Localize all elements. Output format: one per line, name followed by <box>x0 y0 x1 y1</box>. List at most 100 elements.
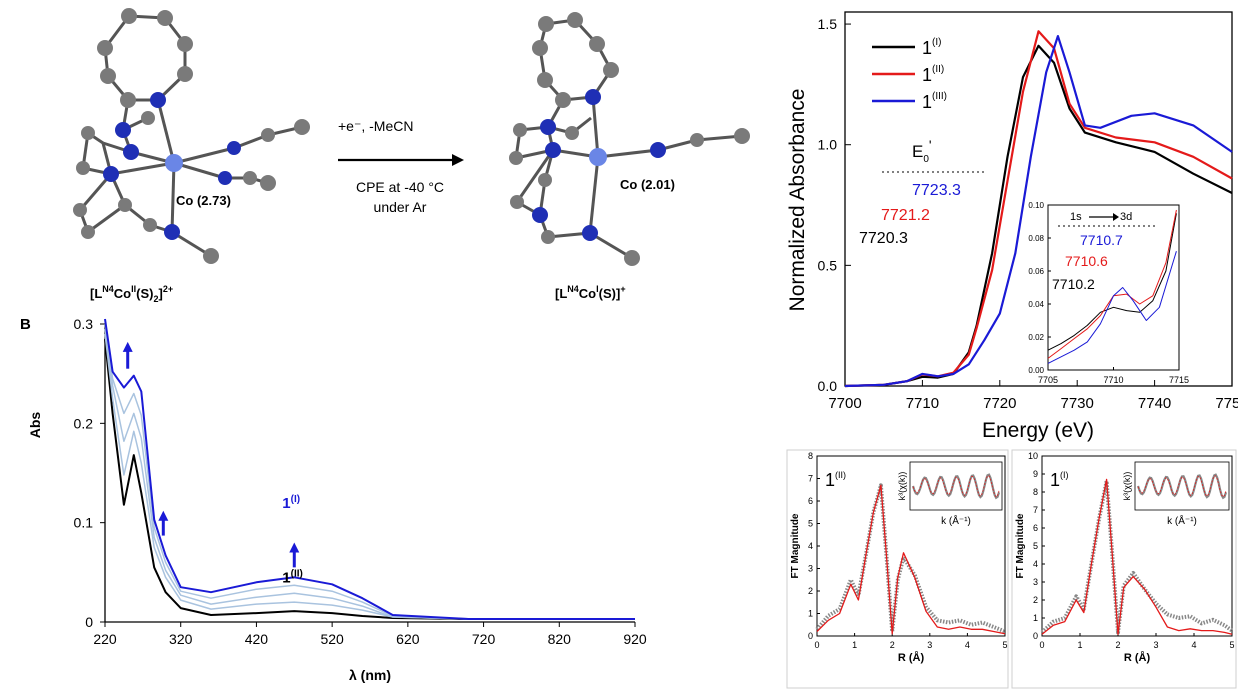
left-complex-label: [LN4CoII(S)2]2+ <box>90 284 173 304</box>
uvvis-x-label: λ (nm) <box>349 667 391 683</box>
xanes-y-tick-label: 1.5 <box>818 16 838 32</box>
xanes-inset-y-tick-label: 0.00 <box>1028 366 1044 375</box>
exafs-y-tick-label: 3 <box>1033 577 1038 587</box>
xanes-e0-value: 7720.3 <box>859 230 908 247</box>
left-atoms <box>73 8 310 264</box>
xanes-e0-sub: 0 <box>923 154 929 165</box>
exafs-inset-data <box>911 473 1001 500</box>
exafs-x-tick-label: 0 <box>1039 640 1044 650</box>
exafs-x-label: R (Å) <box>1124 651 1151 664</box>
exafs-y-label: FT Magnitude <box>790 513 801 578</box>
exafs-y-tick-label: 9 <box>1033 469 1038 479</box>
exafs-y-tick-label: 2 <box>1033 595 1038 605</box>
right-co-label: Co (2.01) <box>620 177 675 192</box>
xanes-e0-prime: ' <box>929 137 932 153</box>
uvvis-series-line <box>104 333 635 620</box>
exafs-x-tick-label: 5 <box>1229 640 1234 650</box>
xanes-y-tick-label: 1.0 <box>818 137 838 153</box>
exafs-x-tick-label: 4 <box>965 640 970 650</box>
xanes-x-tick-label: 7710 <box>906 395 939 412</box>
uvvis-x-tick-label: 520 <box>320 631 344 647</box>
xanes-legend-sup: (II) <box>932 64 944 75</box>
exafs-x-tick-label: 3 <box>927 640 932 650</box>
exafs-y-tick-label: 4 <box>1033 559 1038 569</box>
uvvis-chart: 220 320 420 520 620 720 820 920 0 0.1 0.2 0.3 λ (nm)… <box>27 316 647 683</box>
exafs-inset-frame <box>1134 461 1230 511</box>
right-molecule <box>514 18 743 260</box>
exafs-y-tick-label: 8 <box>1033 487 1038 497</box>
exafs-y-tick-label: 5 <box>808 519 813 529</box>
exafs-y-tick-label: 1 <box>808 609 813 619</box>
uvvis-y-tick-label: 0.3 <box>74 316 94 332</box>
xanes-series-line <box>844 44 1233 388</box>
reaction-scheme: Co (2.73) +e⁻, -MeCN CPE at -40 °C under… <box>73 8 750 304</box>
uvvis-y-tick-label: 0 <box>85 614 93 630</box>
exafs-panel-border <box>786 449 1009 689</box>
exafs-y-tick-label: 0 <box>808 631 813 641</box>
exafs-x-tick-label: 3 <box>1153 640 1158 650</box>
exafs-y-label: FT Magnitude <box>1015 513 1026 578</box>
exafs-x-tick-label: 1 <box>1077 640 1082 650</box>
uvvis-y-tick-label: 0.1 <box>74 515 94 531</box>
exafs-y-tick-label: 8 <box>808 451 813 461</box>
exafs-ii-chart: 0 1 2 3 4 5 0 1 2 3 4 5 6 7 8 R (Å) FT Magnitude 1(II) k³(… <box>786 449 1009 689</box>
uvvis-series-line <box>104 338 635 620</box>
xanes-legend-label: 1(III) <box>922 91 947 112</box>
uvvis-x-tick-label: 320 <box>169 631 193 647</box>
uvvis-label-1II-sup: (II) <box>291 568 303 579</box>
exafs-y-tick-label: 10 <box>1028 451 1038 461</box>
xanes-legend-label: 1(I) <box>922 37 941 58</box>
uvvis-label-1II: 1(II) <box>282 568 303 586</box>
xanes-inset-y-tick-label: 0.02 <box>1028 333 1044 342</box>
uvvis-series-line <box>104 328 635 620</box>
exafs-y-tick-label: 2 <box>808 586 813 596</box>
xanes-inset-x-tick-label: 7705 <box>1038 375 1058 385</box>
arrow-top-label: +e⁻, -MeCN <box>338 118 413 134</box>
exafs-x-tick-label: 0 <box>814 640 819 650</box>
exafs-inset-frame <box>909 461 1003 511</box>
uvvis-series-line <box>104 318 635 620</box>
exafs-panel-label: 1(II) <box>825 470 846 490</box>
uvvis-x-tick-label: 420 <box>245 631 269 647</box>
panel-b-letter: B <box>20 316 31 333</box>
xanes-inset-value: 7710.6 <box>1065 253 1108 269</box>
right-complex-label: [LN4CoI(S)]+ <box>555 284 626 301</box>
exafs-inset-y-label: k³(χ(k)) <box>1122 472 1132 501</box>
uvvis-label-1I-sup: (I) <box>291 494 300 505</box>
exafs-x-tick-label: 5 <box>1002 640 1007 650</box>
exafs-x-label: R (Å) <box>898 651 925 664</box>
uvvis-y-label: Abs <box>27 412 43 439</box>
xanes-inset-x-tick-label: 7715 <box>1169 375 1189 385</box>
uvvis-increase-arrowhead <box>289 542 300 553</box>
xanes-inset-value: 7710.2 <box>1052 276 1095 292</box>
arrow-bottom-label-2: under Ar <box>374 199 427 215</box>
xanes-y-label: Normalized Absorbance <box>786 89 809 312</box>
exafs-inset-fit <box>912 475 1000 498</box>
xanes-e0-value: 7723.3 <box>912 182 961 199</box>
exafs-y-tick-label: 0 <box>1033 631 1038 641</box>
exafs-x-tick-label: 2 <box>890 640 895 650</box>
xanes-x-tick-label: 7700 <box>828 395 861 412</box>
exafs-inset-fit <box>1137 475 1227 498</box>
xanes-inset-series-line <box>1047 251 1177 364</box>
uvvis-label-1I: 1(I) <box>282 494 300 512</box>
xanes-inset-title-arrowhead <box>1113 213 1119 221</box>
xanes-inset-x-tick-label: 7710 <box>1103 375 1123 385</box>
exafs-fit-line <box>1041 478 1233 635</box>
exafs-x-tick-label: 4 <box>1191 640 1196 650</box>
uvvis-x-tick-label: 220 <box>93 631 117 647</box>
exafs-panel-label-sup: (II) <box>835 470 846 480</box>
xanes-inset-y-tick-label: 0.08 <box>1028 234 1044 243</box>
xanes-x-tick-label: 7730 <box>1061 395 1094 412</box>
xanes-inset-y-tick-label: 0.06 <box>1028 267 1044 276</box>
exafs-y-tick-label: 6 <box>1033 523 1038 533</box>
xanes-legend-label: 1(II) <box>922 64 944 85</box>
xanes-inset-title-3d: 3d <box>1120 211 1132 223</box>
uvvis-increase-arrowhead <box>122 341 133 352</box>
uvvis-x-tick-label: 720 <box>472 631 496 647</box>
xanes-y-tick-label: 0.0 <box>818 378 838 394</box>
exafs-y-tick-label: 7 <box>1033 505 1038 515</box>
exafs-panel-label: 1(I) <box>1050 470 1069 490</box>
xanes-y-tick-label: 0.5 <box>818 257 838 273</box>
right-atoms <box>509 12 750 266</box>
